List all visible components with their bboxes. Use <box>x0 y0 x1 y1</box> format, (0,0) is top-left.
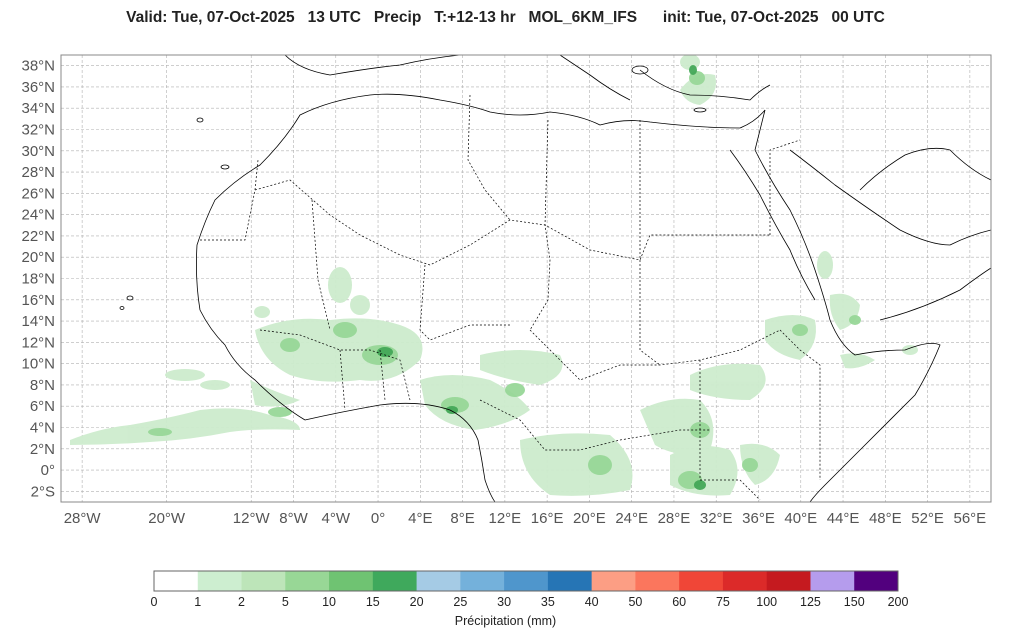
latitude-label: 32°N <box>21 122 55 139</box>
latitude-label: 28°N <box>21 164 55 181</box>
latitude-label: 8°N <box>30 377 55 394</box>
colorbar-tick-label: 10 <box>322 595 336 609</box>
colorbar-tick-label: 25 <box>453 595 467 609</box>
latitude-label: 38°N <box>21 58 55 75</box>
latitude-label: 36°N <box>21 79 55 96</box>
colorbar-swatch <box>766 571 811 591</box>
longitude-label: 0° <box>371 510 385 527</box>
colorbar-swatch <box>679 571 724 591</box>
colorbar-tick-label: 50 <box>628 595 642 609</box>
map-frame <box>60 54 992 503</box>
country-borders <box>200 94 821 501</box>
map-title: Valid: Tue, 07-Oct-2025 13 UTC Precip T:… <box>126 9 885 26</box>
light-rain-areas <box>70 55 918 496</box>
longitude-label: 12°W <box>233 510 271 527</box>
latitude-label: 2°S <box>31 483 55 500</box>
colorbar-tick-label: 60 <box>672 595 686 609</box>
latitude-label: 30°N <box>21 143 55 160</box>
heavy-rain-areas <box>377 65 706 490</box>
colorbar-tick-label: 40 <box>585 595 599 609</box>
longitude-labels: 28°W 20°W 12°W 8°W 4°W 0° 4°E 8°E 12°E 16°E 20°E 24… <box>64 510 987 527</box>
colorbar-swatch <box>154 571 199 591</box>
colorbar-swatch <box>810 571 855 591</box>
latitude-label: 12°N <box>21 334 55 351</box>
longitude-label: 4°W <box>322 510 351 527</box>
colorbar-tick-label: 75 <box>716 595 730 609</box>
coastlines <box>119 55 991 502</box>
longitude-label: 56°E <box>954 510 987 527</box>
colorbar-tick-label: 30 <box>497 595 511 609</box>
longitude-label: 8°E <box>450 510 474 527</box>
precipitation-field <box>70 55 918 496</box>
longitude-label: 4°E <box>408 510 432 527</box>
longitude-label: 16°E <box>531 510 564 527</box>
colorbar-frame <box>153 570 899 592</box>
longitude-label: 20°E <box>573 510 606 527</box>
colorbar-swatch <box>460 571 505 591</box>
colorbar-tick-label: 35 <box>541 595 555 609</box>
colorbar-tick-label: 2 <box>238 595 245 609</box>
colorbar-swatch <box>197 571 243 591</box>
colorbar-label: Précipitation (mm) <box>454 614 557 628</box>
colorbar-swatch <box>285 571 330 591</box>
latitude-label: 16°N <box>21 292 55 309</box>
colorbar: 0 1 2 5 10 15 20 25 30 35 40 50 60 75 100 125 150 200 <box>151 570 909 609</box>
colorbar-tick-label: 20 <box>410 595 424 609</box>
colorbar-tick-label: 100 <box>756 595 777 609</box>
colorbar-tick-label: 5 <box>282 595 289 609</box>
longitude-label: 32°E <box>700 510 733 527</box>
latitude-label: 20°N <box>21 249 55 266</box>
latitude-label: 26°N <box>21 185 55 202</box>
longitude-label: 40°E <box>784 510 817 527</box>
colorbar-tick-label: 1 <box>194 595 201 609</box>
colorbar-swatch <box>416 571 461 591</box>
colorbar-swatch <box>504 571 549 591</box>
longitude-label: 48°E <box>869 510 902 527</box>
colorbar-tick-label: 15 <box>366 595 380 609</box>
latitude-label: 14°N <box>21 313 55 330</box>
latitude-label: 24°N <box>21 207 55 224</box>
latitude-label: 0° <box>41 462 55 479</box>
colorbar-tick-label: 125 <box>800 595 821 609</box>
latitude-labels: 38°N 36°N 34°N 32°N 30°N 28°N 26°N 24°N 22°N 20°N… <box>21 58 55 501</box>
colorbar-swatch <box>329 571 374 591</box>
latitude-label: 22°N <box>21 228 55 245</box>
latitude-label: 10°N <box>21 356 55 373</box>
colorbar-swatch <box>591 571 636 591</box>
latitude-label: 4°N <box>30 420 55 437</box>
colorbar-swatch <box>547 571 593 591</box>
longitude-label: 52°E <box>911 510 944 527</box>
colorbar-tick-label: 150 <box>844 595 865 609</box>
longitude-label: 28°W <box>64 510 102 527</box>
longitude-label: 8°W <box>279 510 308 527</box>
longitude-label: 20°W <box>148 510 186 527</box>
longitude-label: 36°E <box>742 510 775 527</box>
colorbar-swatch <box>635 571 680 591</box>
longitude-label: 44°E <box>827 510 860 527</box>
latitude-label: 2°N <box>30 441 55 458</box>
latitude-label: 6°N <box>30 398 55 415</box>
colorbar-swatch <box>722 571 768 591</box>
latitude-label: 18°N <box>21 271 55 288</box>
latitude-label: 34°N <box>21 100 55 117</box>
longitude-label: 12°E <box>489 510 522 527</box>
longitude-label: 28°E <box>658 510 691 527</box>
colorbar-tick-label: 200 <box>888 595 909 609</box>
colorbar-tick-label: 0 <box>151 595 158 609</box>
colorbar-swatch <box>241 571 286 591</box>
colorbar-swatch <box>854 571 899 591</box>
colorbar-swatch <box>372 571 418 591</box>
longitude-label: 24°E <box>615 510 648 527</box>
